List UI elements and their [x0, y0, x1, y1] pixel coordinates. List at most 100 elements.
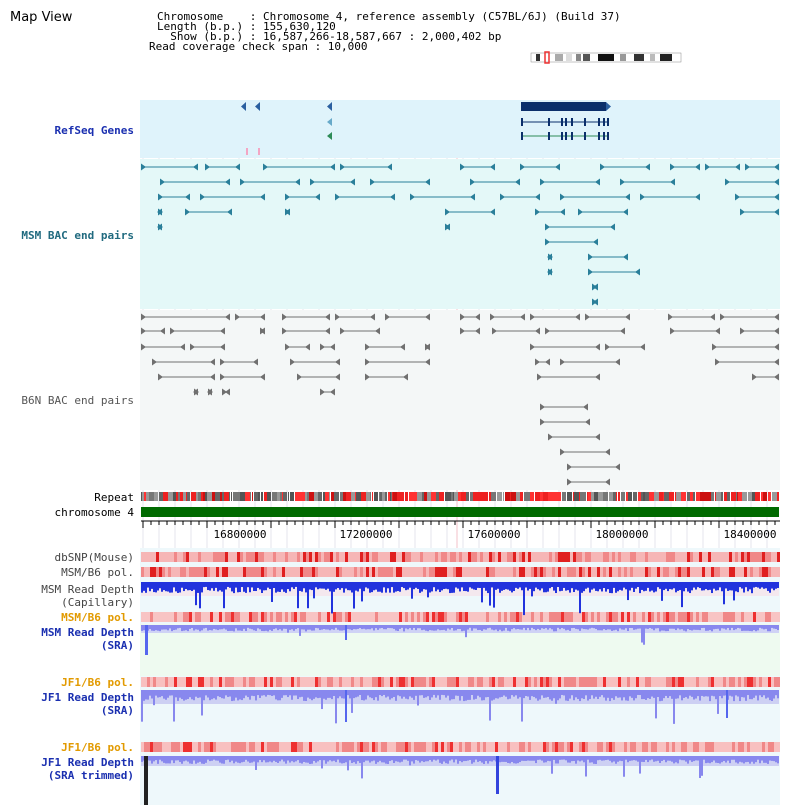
depth-bar	[669, 582, 671, 590]
snp-cell	[324, 567, 327, 577]
snp-cell	[609, 612, 612, 622]
snp-cell	[657, 612, 660, 622]
depth-bar	[523, 625, 525, 628]
read-depth-tracks[interactable]	[141, 582, 779, 805]
chromosome-ideogram[interactable]	[530, 51, 682, 64]
snp-cell	[669, 552, 672, 562]
snp-cell	[480, 567, 483, 577]
depth-bar	[265, 690, 267, 697]
msm-bac-end	[285, 208, 290, 216]
depth-bar	[683, 625, 685, 631]
snp-cell	[279, 612, 282, 622]
b6n-bac-label[interactable]: B6N BAC end pairs	[21, 394, 134, 407]
snp-cell	[699, 677, 702, 687]
repeat-block	[250, 492, 251, 501]
snp-cell	[648, 552, 651, 562]
depth-bar	[661, 582, 663, 601]
msm-bac-label[interactable]: MSM BAC end pairs	[21, 229, 134, 242]
repeat-block	[187, 492, 190, 501]
depth-bar	[419, 756, 421, 763]
snp-cell	[654, 677, 657, 687]
depth-bar	[665, 756, 667, 763]
snp-cell	[153, 612, 156, 622]
msm-bac-end	[235, 163, 240, 171]
repeat-block	[142, 492, 144, 501]
snp-cell	[423, 742, 426, 752]
snp-cell	[549, 742, 552, 752]
snp-cell	[690, 742, 693, 752]
depth-bar	[685, 756, 687, 762]
depth-bar	[525, 756, 527, 761]
depth-bar	[325, 582, 327, 590]
snp-cell	[573, 742, 576, 752]
msm-b6-pol-label-1: MSM/B6 pol.	[61, 566, 134, 579]
refseq-genes-track[interactable]	[241, 102, 611, 155]
snp-cell	[267, 677, 270, 687]
snp-cell	[180, 552, 183, 562]
depth-bar	[483, 625, 485, 630]
snp-cell	[561, 742, 564, 752]
repeat-block	[272, 492, 277, 501]
msm-bac-track[interactable]	[141, 163, 779, 306]
depth-bar	[413, 756, 415, 764]
snp-cell	[393, 552, 396, 562]
depth-bar	[777, 582, 779, 588]
repeat-block	[186, 492, 187, 501]
depth-bar	[653, 756, 655, 762]
refseq-genes-label[interactable]: RefSeq Genes	[54, 124, 134, 137]
snp-cell	[642, 552, 645, 562]
depth-bar	[629, 690, 631, 697]
snp-cell	[201, 612, 204, 622]
depth-bar	[763, 756, 765, 763]
depth-bar	[201, 690, 203, 716]
snp-cell	[414, 742, 417, 752]
snp-cell	[612, 742, 615, 752]
snp-cell	[294, 742, 297, 752]
depth-bar	[455, 756, 457, 760]
snp-cell	[234, 567, 237, 577]
repeat-block	[388, 492, 390, 501]
depth-bar	[531, 582, 533, 597]
depth-bar	[749, 582, 751, 590]
depth-bar	[607, 582, 609, 590]
chromosome-bar[interactable]	[141, 507, 779, 517]
depth-bar	[513, 582, 515, 592]
depth-bar	[213, 625, 215, 629]
depth-bar	[289, 582, 291, 592]
depth-bar	[527, 625, 529, 628]
snp-cell	[546, 567, 549, 577]
snp-cell	[636, 742, 639, 752]
b6n-bac-track[interactable]	[141, 313, 779, 486]
snp-cell	[309, 677, 312, 687]
snp-cell	[621, 612, 624, 622]
msm-bac-end	[470, 193, 475, 201]
repeat-track[interactable]	[141, 492, 779, 501]
depth-bar	[739, 690, 741, 702]
snp-cell	[612, 567, 615, 577]
depth-bar	[387, 756, 389, 764]
repeat-block	[390, 492, 391, 501]
snp-cell	[483, 567, 486, 577]
snp-cell	[693, 677, 696, 687]
depth-bar	[689, 625, 691, 631]
depth-bar	[369, 690, 371, 698]
snp-cell	[288, 742, 291, 752]
depth-bar	[673, 756, 675, 764]
exon	[607, 132, 609, 140]
depth-bar	[567, 625, 569, 630]
repeat-block	[583, 492, 586, 501]
repeat-block	[503, 492, 504, 501]
repeat-block	[439, 492, 444, 501]
snp-cell	[684, 612, 687, 622]
snp-cell	[633, 567, 636, 577]
depth-bar	[537, 625, 539, 629]
snp-cell	[768, 567, 771, 577]
gene-strand-arrow	[241, 102, 246, 111]
depth-bar	[427, 690, 429, 697]
depth-bar	[263, 625, 265, 632]
depth-bar	[285, 625, 287, 629]
snp-cell	[756, 742, 759, 752]
snp-tracks[interactable]	[141, 552, 780, 752]
depth-bar	[357, 625, 359, 629]
